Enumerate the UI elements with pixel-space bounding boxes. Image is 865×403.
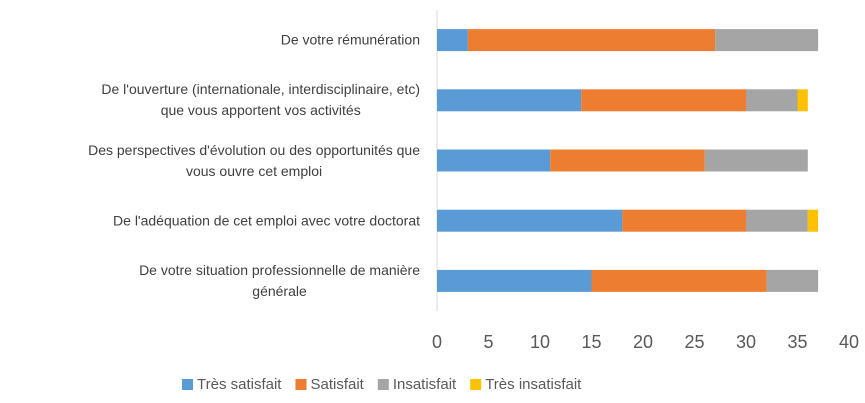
bar-segment	[622, 209, 746, 232]
x-tick-label: 25	[684, 332, 704, 352]
bar-segment	[746, 209, 808, 232]
bar-segment	[437, 209, 623, 232]
bar-segment	[746, 89, 798, 112]
x-tick-label: 20	[633, 332, 653, 352]
legend-label: Satisfait	[310, 376, 364, 393]
legend-swatch	[295, 379, 307, 390]
bar-segment	[437, 269, 592, 292]
legend-label: Très satisfait	[197, 376, 282, 393]
bar-segment	[704, 149, 808, 172]
legend-swatch	[470, 379, 482, 390]
bar-segment	[797, 89, 808, 112]
bar-segment	[591, 269, 767, 292]
bar-segment	[550, 149, 705, 172]
category-label: De l'ouverture (internationale, interdis…	[101, 81, 420, 119]
category-label: Des perspectives d'évolution ou des oppo…	[88, 141, 420, 179]
bar-segment	[807, 209, 819, 232]
bar-segment	[437, 89, 582, 112]
category-label: De votre rémunération	[280, 31, 420, 48]
x-tick-label: 40	[839, 332, 859, 352]
legend-label: Insatisfait	[393, 376, 457, 393]
bar-segment	[437, 149, 551, 172]
x-tick-label: 5	[483, 332, 493, 352]
x-tick-label: 30	[736, 332, 756, 352]
bar-segment	[437, 29, 468, 52]
legend-swatch	[182, 379, 193, 390]
x-tick-label: 35	[787, 332, 807, 352]
x-tick-label: 10	[530, 332, 550, 352]
bar-segment	[581, 89, 746, 112]
legend-label: Très insatisfait	[485, 376, 582, 393]
bar-segment	[766, 269, 819, 292]
bar-segment	[467, 29, 716, 52]
category-label: De votre situation professionnelle de ma…	[139, 261, 420, 299]
x-tick-label: 0	[432, 332, 442, 352]
x-tick-label: 15	[581, 332, 601, 352]
category-label: De l'adéquation de cet emploi avec votre…	[113, 212, 420, 229]
bar-segment	[715, 29, 819, 52]
legend-swatch	[377, 379, 389, 390]
